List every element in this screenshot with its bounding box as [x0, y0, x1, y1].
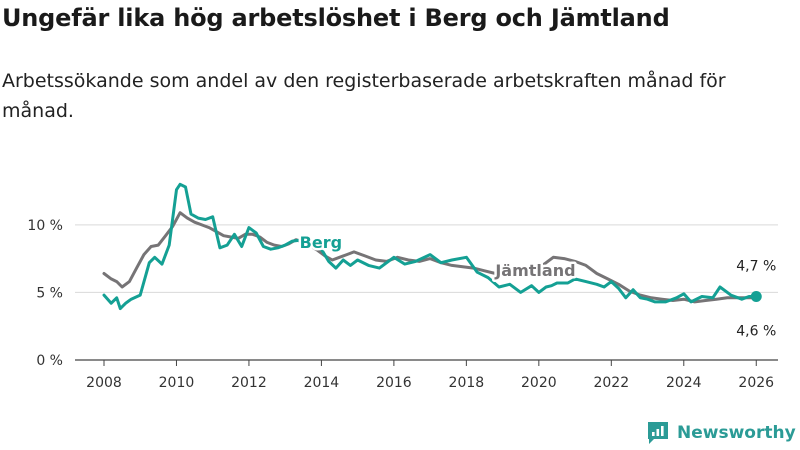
series-line-berg	[102, 182, 758, 311]
berg-end-marker	[750, 290, 762, 302]
chart-subtitle: Arbetssökande som andel av den registerb…	[2, 70, 726, 122]
series-label-jamtland: Jämtland	[494, 261, 575, 280]
y-tick-label: 5 %	[36, 285, 63, 301]
series-label-berg-halo: Berg	[300, 233, 342, 252]
x-tick-label: 2008	[86, 375, 122, 391]
series-layer	[102, 182, 762, 311]
series-line-jamtland	[102, 211, 758, 304]
series-label-jamtland-halo: Jämtland	[494, 261, 575, 280]
x-tick-label: 2022	[593, 375, 629, 391]
newsworthy-logo-icon	[648, 422, 668, 444]
x-tick-label: 2024	[666, 375, 702, 391]
axis-layer: 0 % 5 % 10 % 2008 2010 2012 2014 2016 2018 2020 20…	[27, 218, 778, 391]
chart-title: Ungefär lika hög arbetslöshet i Berg och…	[2, 4, 670, 32]
x-tick-label: 2016	[376, 375, 412, 391]
grid-layer	[75, 224, 778, 293]
newsworthy-logo: Newsworthy	[646, 420, 796, 446]
x-tick-label: 2026	[738, 375, 774, 391]
end-label-berg: 4,7 %	[736, 258, 776, 274]
x-tick-label: 2012	[231, 375, 267, 391]
end-label-jamtland: 4,6 %	[736, 323, 776, 339]
x-tick-label: 2018	[449, 375, 485, 391]
y-tick-label: 10 %	[27, 218, 63, 234]
newsworthy-logo-text: Newsworthy	[677, 423, 796, 443]
y-tick-label: 0 %	[36, 353, 63, 369]
x-tick-label: 2014	[304, 375, 340, 391]
x-tick-label: 2010	[159, 375, 195, 391]
series-label-berg: Berg	[300, 233, 342, 252]
x-tick-label: 2020	[521, 375, 557, 391]
